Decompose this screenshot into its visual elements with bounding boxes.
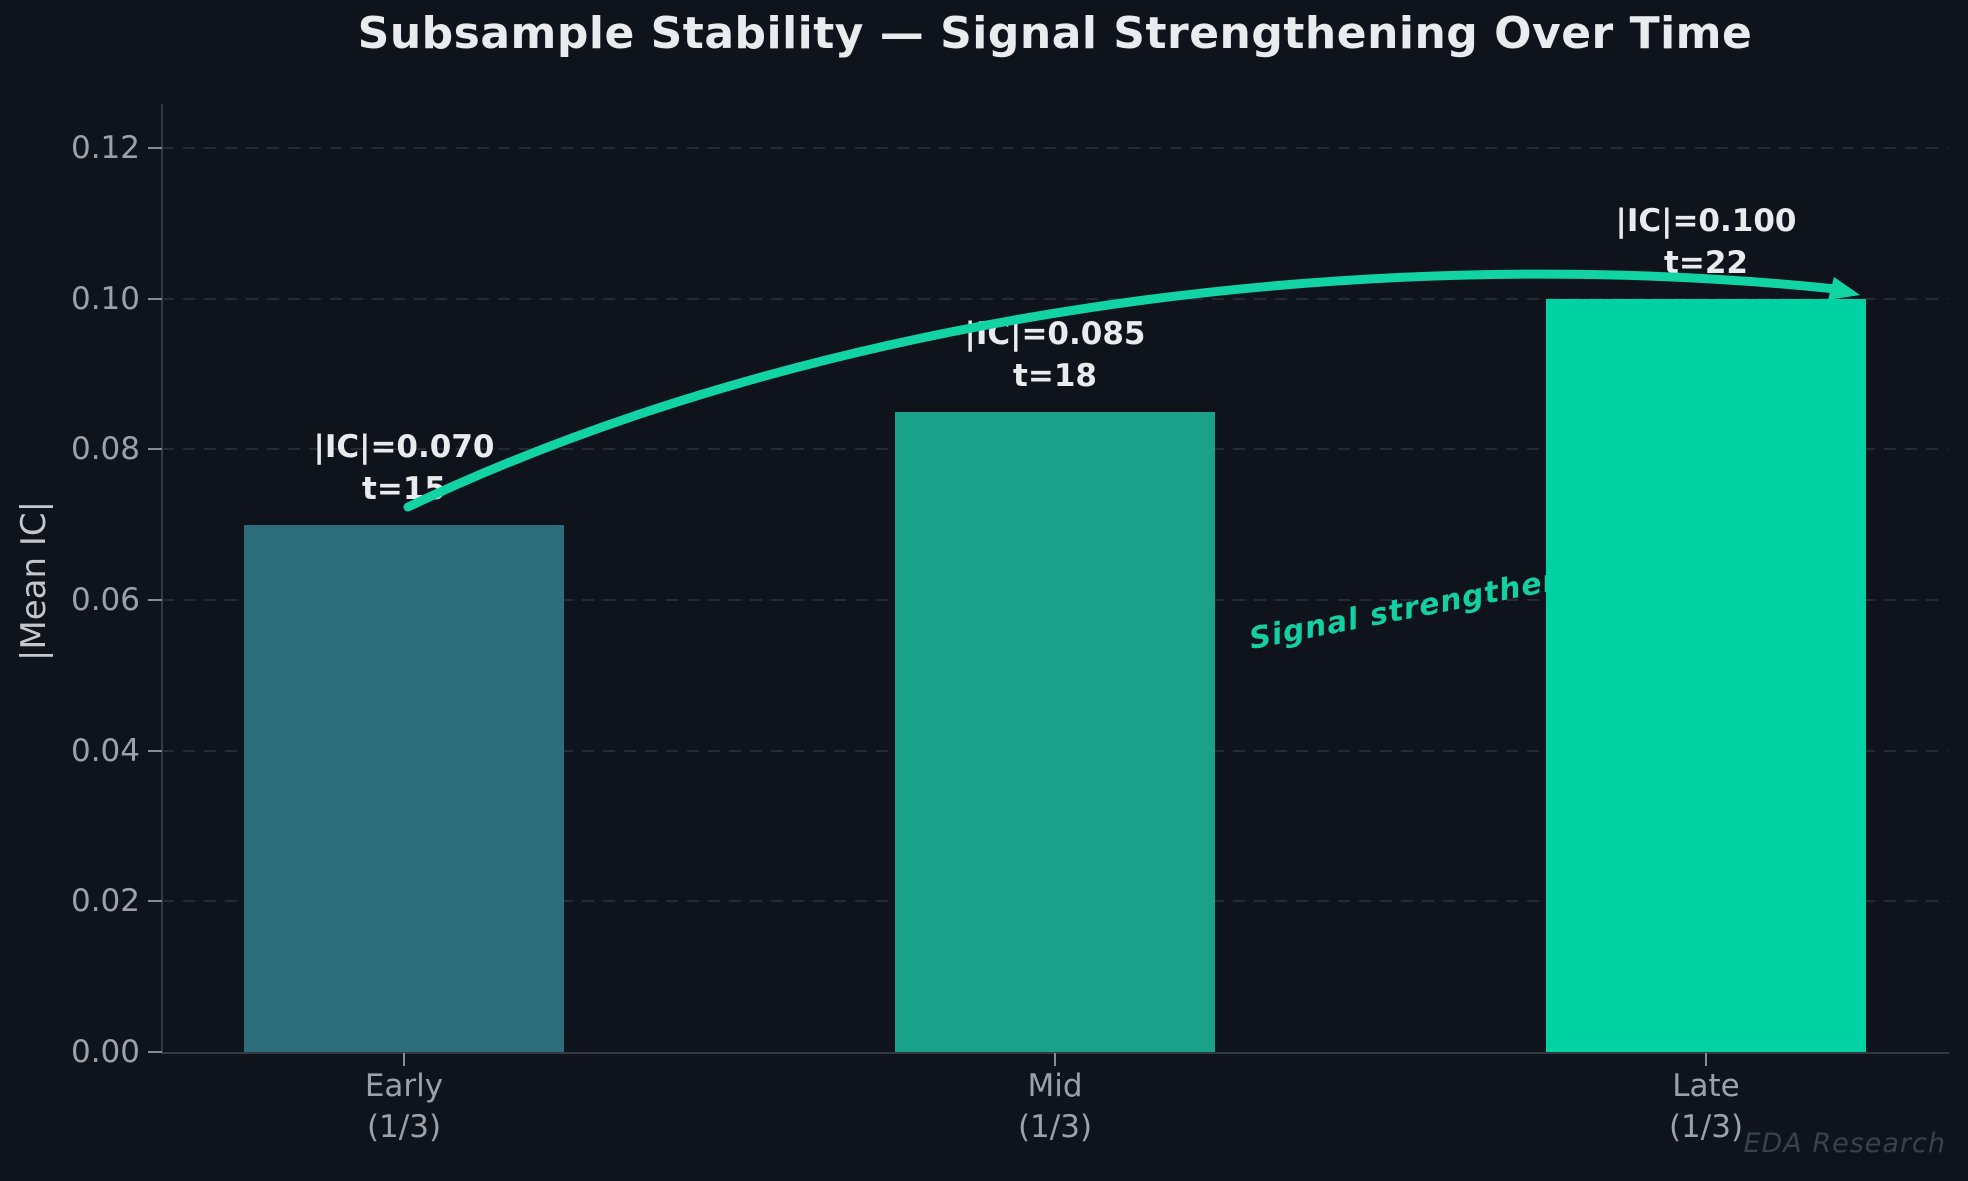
bar-late <box>1546 298 1866 1052</box>
x-tick-mark <box>403 1053 405 1066</box>
chart-title: Subsample Stability — Signal Strengtheni… <box>357 8 1753 59</box>
watermark-text: EDA Research <box>1743 1128 1946 1159</box>
y-tick-label: 0.10 <box>70 280 140 317</box>
bar-value-label: |IC|=0.085 t=18 <box>964 315 1146 394</box>
y-tick-label: 0.12 <box>70 130 140 167</box>
y-tick-mark <box>148 448 162 451</box>
x-tick-mark <box>1054 1053 1056 1066</box>
y-axis-line <box>161 104 163 1053</box>
x-tick-label: Mid (1/3) <box>1017 1068 1093 1145</box>
y-tick-mark <box>148 900 162 903</box>
y-tick-mark <box>148 1051 162 1053</box>
bar-value-label: |IC|=0.100 t=22 <box>1615 202 1797 281</box>
bar-early <box>244 524 564 1052</box>
y-tick-label: 0.06 <box>70 582 140 619</box>
gridline <box>162 147 1948 150</box>
y-tick-label: 0.02 <box>70 883 140 920</box>
y-tick-mark <box>148 749 162 752</box>
y-tick-mark <box>148 147 162 150</box>
x-tick-label: Early (1/3) <box>364 1068 444 1145</box>
bar-mid <box>895 411 1215 1052</box>
bar-value-label: |IC|=0.070 t=15 <box>313 428 495 507</box>
y-tick-mark <box>148 599 162 602</box>
x-tick-label: Late (1/3) <box>1668 1068 1744 1145</box>
y-tick-mark <box>148 297 162 300</box>
y-tick-label: 0.04 <box>70 732 140 769</box>
y-tick-label: 0.08 <box>70 431 140 468</box>
x-tick-mark <box>1705 1053 1707 1066</box>
y-tick-label: 0.00 <box>70 1034 140 1070</box>
